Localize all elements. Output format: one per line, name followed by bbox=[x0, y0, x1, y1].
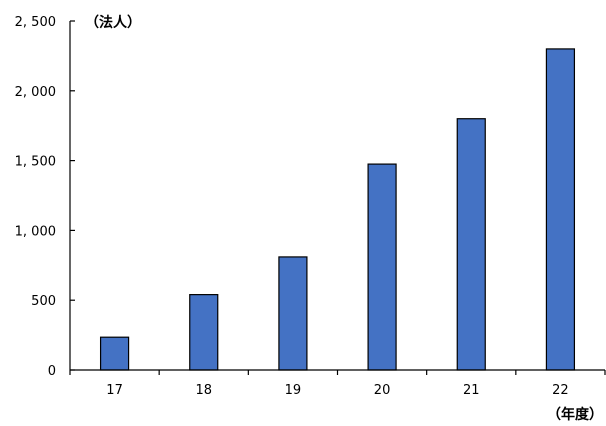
x-axis-unit-label: （年度） bbox=[547, 406, 603, 423]
x-tick-label: 19 bbox=[285, 383, 302, 398]
y-tick-label: 1, 000 bbox=[15, 224, 56, 239]
x-tick-label: 22 bbox=[552, 383, 569, 398]
y-axis-unit-label: （法人） bbox=[85, 14, 141, 31]
y-tick-label: 2, 500 bbox=[15, 15, 56, 30]
x-tick-label: 18 bbox=[195, 383, 212, 398]
bar-17 bbox=[99, 336, 130, 371]
bar-18 bbox=[189, 294, 219, 371]
bar-21 bbox=[456, 118, 486, 371]
y-ticks-layer: 0 500 1, 000 1, 500 2, 000 2, 500 bbox=[15, 15, 75, 379]
bar-20 bbox=[367, 163, 397, 371]
x-tick-label: 17 bbox=[106, 383, 123, 398]
x-ticks-layer: 17 18 19 20 21 22 bbox=[69, 370, 606, 398]
x-tick-label: 21 bbox=[463, 383, 480, 398]
y-tick-label: 0 bbox=[48, 364, 56, 379]
bar-22 bbox=[545, 48, 576, 371]
bars-layer bbox=[99, 48, 576, 371]
y-tick-label: 500 bbox=[31, 294, 56, 309]
y-tick-label: 2, 000 bbox=[15, 85, 56, 100]
bar-19 bbox=[278, 256, 308, 371]
y-tick-label: 1, 500 bbox=[15, 155, 56, 170]
x-tick-label: 20 bbox=[374, 383, 391, 398]
